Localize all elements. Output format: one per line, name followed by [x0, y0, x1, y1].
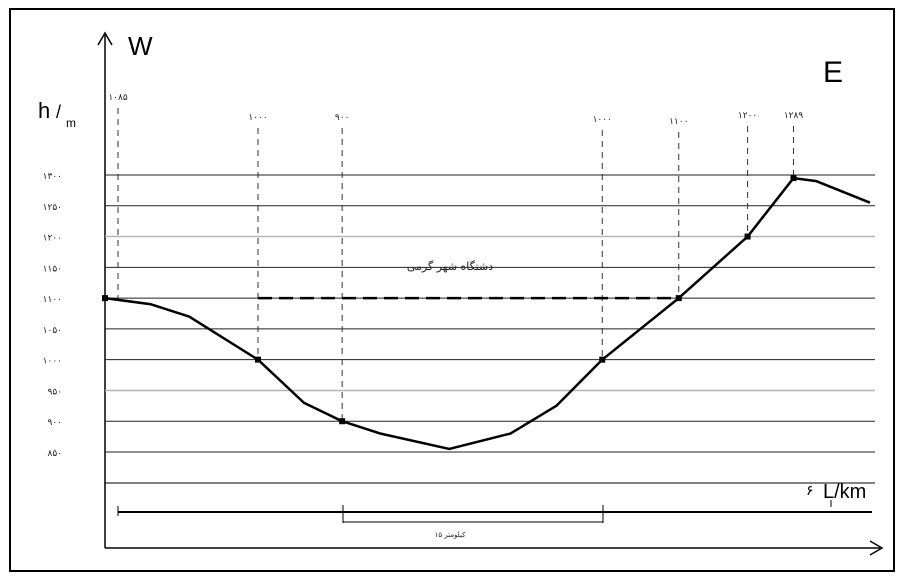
profile-point	[339, 418, 346, 425]
direction-west-label: W	[128, 31, 153, 61]
elevation-tick-label: ۱۲۰۰	[43, 234, 62, 244]
y-axis-unit: m	[66, 116, 76, 130]
x-axis-arrow	[869, 540, 884, 556]
y-axis-arrow	[97, 31, 113, 46]
point-elevation-label: ۱۰۰۰	[248, 113, 267, 123]
elevation-tick-label: ۸۵۰	[47, 449, 62, 459]
elevation-tick-label: ۱۲۵۰	[43, 203, 62, 213]
y-axis-label: h	[38, 98, 50, 123]
profile-point	[675, 295, 682, 302]
y-axis-slash: /	[56, 102, 61, 122]
elevation-tick-label: ۹۰۰	[47, 418, 62, 428]
elevation-tick-label: ۱۳۰۰	[43, 172, 62, 182]
elevation-tick-labels: ۱۳۰۰ ۱۲۵۰ ۱۲۰۰ ۱۱۵۰ ۱۱۰۰ ۱۰۵۰ ۱۰۰۰ ۹۵۰ ۹۰۰ ۸۵۰	[43, 172, 62, 459]
projection-lines	[117, 108, 794, 420]
profile-point	[102, 295, 108, 302]
profile-point	[744, 233, 751, 240]
point-elevation-labels: ۱۰۸۵ ۱۰۰۰ ۹۰۰ ۱۰۰۰ ۱۱۰۰ ۱۲۰۰ ۱۲۸۹	[108, 93, 803, 127]
point-elevation-label: ۱۰۰۰	[593, 115, 612, 125]
point-elevation-label: ۹۰۰	[335, 113, 350, 123]
profile-point	[599, 356, 606, 363]
profile-point	[255, 356, 261, 363]
point-elevation-label: ۱۰۸۵	[108, 93, 128, 103]
elevation-tick-label: ۱۰۵۰	[43, 326, 62, 336]
elevation-tick-label: ۱۱۰۰	[43, 295, 62, 305]
point-elevation-label: ۱۲۸۹	[784, 111, 804, 121]
profile-marked-points	[102, 175, 797, 425]
point-elevation-label: ۱۱۰۰	[669, 117, 688, 127]
scale-bar-label: کیلومتر ۱۵	[435, 531, 467, 539]
x-axis-label: L/km	[823, 481, 866, 503]
terrain-profile-line	[104, 176, 871, 451]
elevation-tick-label: ۱۰۰۰	[43, 357, 62, 367]
elevation-tick-label: ۱۱۵۰	[43, 264, 62, 274]
point-elevation-label: ۱۲۰۰	[738, 111, 757, 121]
plain-caption: دشتگاه شهر گرمی	[407, 260, 493, 273]
x-axis-tick-label: ۶	[806, 482, 814, 498]
direction-east-label: E	[823, 56, 843, 89]
elevation-gridlines	[105, 174, 875, 453]
profile-point	[790, 175, 797, 182]
elevation-tick-label: ۹۵۰	[47, 387, 62, 397]
diagram-frame	[9, 8, 895, 572]
